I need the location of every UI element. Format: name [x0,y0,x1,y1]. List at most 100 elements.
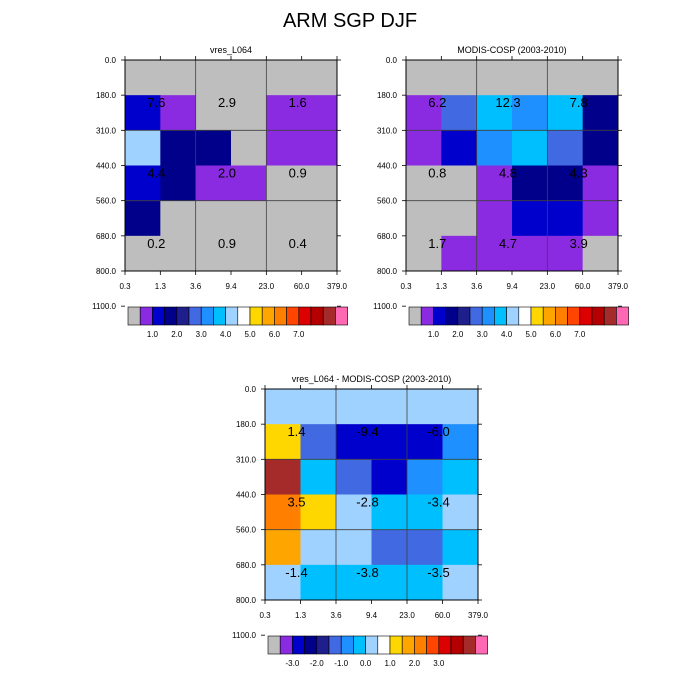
heatmap-cell [476,130,513,166]
panel-title: vres_L064 - MODIS-COSP (2003-2010) [292,374,451,384]
heatmap-cell [547,60,584,96]
colorbar-swatch [304,635,318,655]
x-tick-label: 0.3 [400,282,412,291]
panel-title: vres_L064 [210,45,252,55]
colorbar-label: 1.0 [147,330,159,339]
colorbar-swatch [567,306,581,326]
heatmap-cell [160,60,197,96]
colorbar-label: -2.0 [310,659,324,668]
heatmap-cell [371,459,408,495]
heatmap-cell [406,235,442,272]
heatmap-cell [582,130,619,166]
heatmap-cell [231,200,267,237]
x-tick-label: 9.4 [225,282,237,291]
heatmap-cell [301,235,338,272]
y-tick-label: 1100.0 [373,302,397,311]
x-tick-label: 379.0 [327,282,348,291]
colorbar-label: 4.0 [220,330,232,339]
colorbar-swatch [365,635,379,655]
colorbar-swatch [267,635,281,655]
y-tick-label: 560.0 [96,197,117,206]
heatmap-cell [371,389,408,425]
heatmap-cell [301,60,338,96]
colorbar-swatch [603,306,617,326]
colorbar-label: -3.0 [286,659,300,668]
heatmap-cell [266,235,303,272]
heatmap-cell [407,459,443,495]
heatmap-cell [407,494,443,531]
data-label: -3.8 [356,565,378,580]
x-tick-label: 23.0 [540,282,556,291]
heatmap-cell [160,235,197,272]
heatmap-cell [547,130,584,166]
colorbar-swatch [408,306,422,326]
heatmap-cell [512,235,548,272]
heatmap-cell [407,389,443,425]
y-tick-label: 440.0 [236,491,257,500]
colorbar-swatch [298,306,312,326]
colorbar-label: 3.0 [477,330,489,339]
heatmap-cell [266,60,303,96]
colorbar-swatch [164,306,178,326]
heatmap-cell [160,95,197,131]
heatmap-cell [265,564,301,601]
colorbar-swatch [377,635,391,655]
colorbar-swatch [249,306,263,326]
heatmap-cell [301,165,338,202]
heatmap-cell [582,60,619,96]
heatmap-cell [160,130,197,166]
heatmap-cell [476,95,513,131]
heatmap-cell [547,165,584,202]
data-label: 0.8 [428,166,446,181]
data-label: 1.6 [289,95,307,110]
colorbar-swatch [127,306,141,326]
colorbar-label: 6.0 [550,330,562,339]
data-label: 0.2 [147,236,165,251]
x-tick-label: 23.0 [399,611,415,620]
colorbar-swatch [188,306,202,326]
data-label: -2.8 [356,495,378,510]
y-tick-label: 800.0 [96,267,117,276]
heatmap-cell [476,165,513,202]
colorbar-label: 0.0 [360,659,372,668]
panel-title: MODIS-COSP (2003-2010) [457,45,566,55]
heatmap-cell [512,200,548,237]
y-tick-label: 180.0 [96,91,117,100]
y-tick-label: 680.0 [236,561,257,570]
heatmap-cell [547,95,584,131]
colorbar-swatch [200,306,214,326]
colorbar-swatch [389,635,403,655]
heatmap-cell [266,165,303,202]
heatmap-cell [266,200,303,237]
colorbar-swatch [261,306,275,326]
y-tick-label: 1100.0 [232,631,256,640]
heatmap-cell [195,200,232,237]
colorbar-label: 2.0 [452,330,464,339]
colorbar-swatch [176,306,190,326]
heatmap-cell [300,389,337,425]
colorbar-swatch [591,306,605,326]
colorbar-swatch [420,306,434,326]
heatmap-cell [336,459,372,495]
y-tick-label: 800.0 [377,267,398,276]
heatmap-cell [476,200,513,237]
colorbar-swatch [433,306,446,326]
colorbar-swatch [506,306,520,326]
data-label: 0.4 [289,236,307,251]
heatmap-cell [406,130,442,166]
data-label: 6.2 [428,95,446,110]
x-tick-label: 23.0 [259,282,275,291]
heatmap-cell [512,130,548,166]
heatmap-panel-3: vres_L064 - MODIS-COSP (2003-2010) 0.3 1.3… [232,374,488,668]
figure-title: ARM SGP DJF [282,10,418,32]
y-tick-label: 310.0 [377,126,398,135]
colorbar-label: 5.0 [244,330,256,339]
y-tick-label: 180.0 [377,91,398,100]
colorbar-label: 5.0 [525,330,537,339]
data-label: -1.4 [285,565,307,580]
heatmap-cell [125,235,161,272]
colorbar-swatch [286,306,300,326]
y-tick-label: 0.0 [105,56,117,65]
heatmap-cell [195,95,232,131]
